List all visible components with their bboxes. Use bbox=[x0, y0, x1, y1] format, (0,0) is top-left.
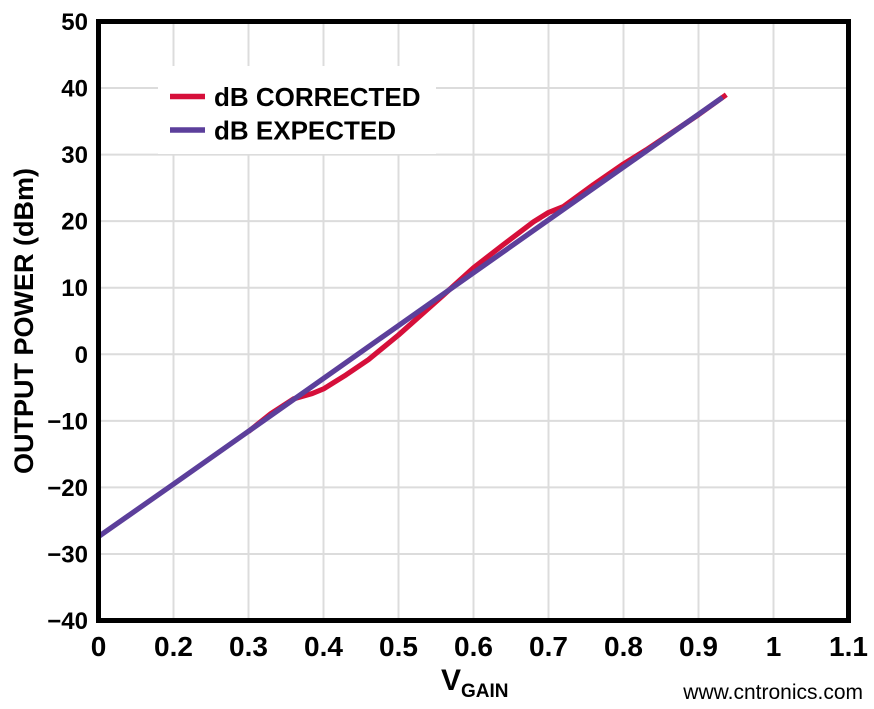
y-tick-label: 10 bbox=[61, 275, 88, 302]
legend: dB CORRECTED dB EXPECTED bbox=[158, 66, 436, 154]
y-tick-label: 40 bbox=[61, 76, 88, 103]
x-tick-label: 0 bbox=[91, 631, 107, 662]
x-tick-label: 0.7 bbox=[529, 631, 568, 662]
plot-border bbox=[96, 19, 851, 623]
x-tick-label: 0.2 bbox=[154, 631, 193, 662]
x-axis-title-subscript: GAIN bbox=[461, 681, 509, 702]
series-line-expected bbox=[97, 95, 724, 539]
series-lines bbox=[97, 92, 728, 539]
legend-label-expected: dB EXPECTED bbox=[214, 116, 396, 146]
x-tick-label: 0.9 bbox=[679, 631, 718, 662]
y-tick-label: −30 bbox=[47, 541, 88, 568]
x-axis-title-main: V bbox=[441, 664, 461, 697]
x-axis-title: VGAIN bbox=[441, 664, 509, 702]
y-axis-tick-labels: 50 40 30 20 10 0 −10 −20 −30 −40 bbox=[47, 9, 88, 635]
y-tick-label: −20 bbox=[47, 475, 88, 502]
x-tick-label: 0.3 bbox=[229, 631, 268, 662]
x-tick-label: 0.8 bbox=[604, 631, 643, 662]
x-tick-label: 1 bbox=[766, 631, 782, 662]
y-tick-label: −40 bbox=[47, 608, 88, 635]
x-axis-tick-labels: 0 0.2 0.3 0.4 0.5 0.6 0.7 0.8 0.9 1 1.1 bbox=[91, 631, 868, 662]
legend-label-corrected: dB CORRECTED bbox=[214, 82, 421, 112]
y-axis-title: OUTPUT POWER (dBm) bbox=[9, 168, 39, 474]
x-tick-label: 0.6 bbox=[454, 631, 493, 662]
gridlines bbox=[101, 24, 846, 618]
x-tick-label: 0.5 bbox=[379, 631, 418, 662]
y-tick-label: 20 bbox=[61, 209, 88, 236]
x-tick-label: 1.1 bbox=[829, 631, 868, 662]
y-tick-label: 0 bbox=[75, 342, 88, 369]
watermark-text: www.cntronics.com bbox=[682, 681, 863, 704]
y-tick-label: 50 bbox=[61, 9, 88, 36]
x-tick-label: 0.4 bbox=[304, 631, 343, 662]
y-tick-label: 30 bbox=[61, 142, 88, 169]
y-tick-label: −10 bbox=[47, 408, 88, 435]
legend-background bbox=[158, 66, 436, 154]
